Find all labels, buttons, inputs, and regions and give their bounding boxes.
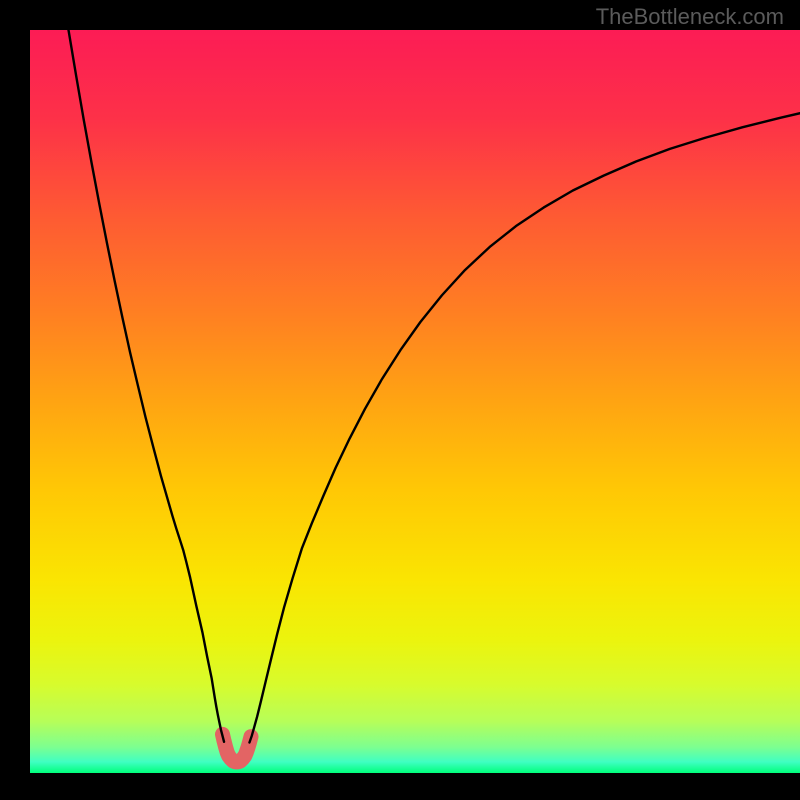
bottleneck-chart: [0, 0, 800, 800]
watermark-text: TheBottleneck.com: [596, 4, 784, 30]
plot-gradient: [30, 30, 800, 773]
